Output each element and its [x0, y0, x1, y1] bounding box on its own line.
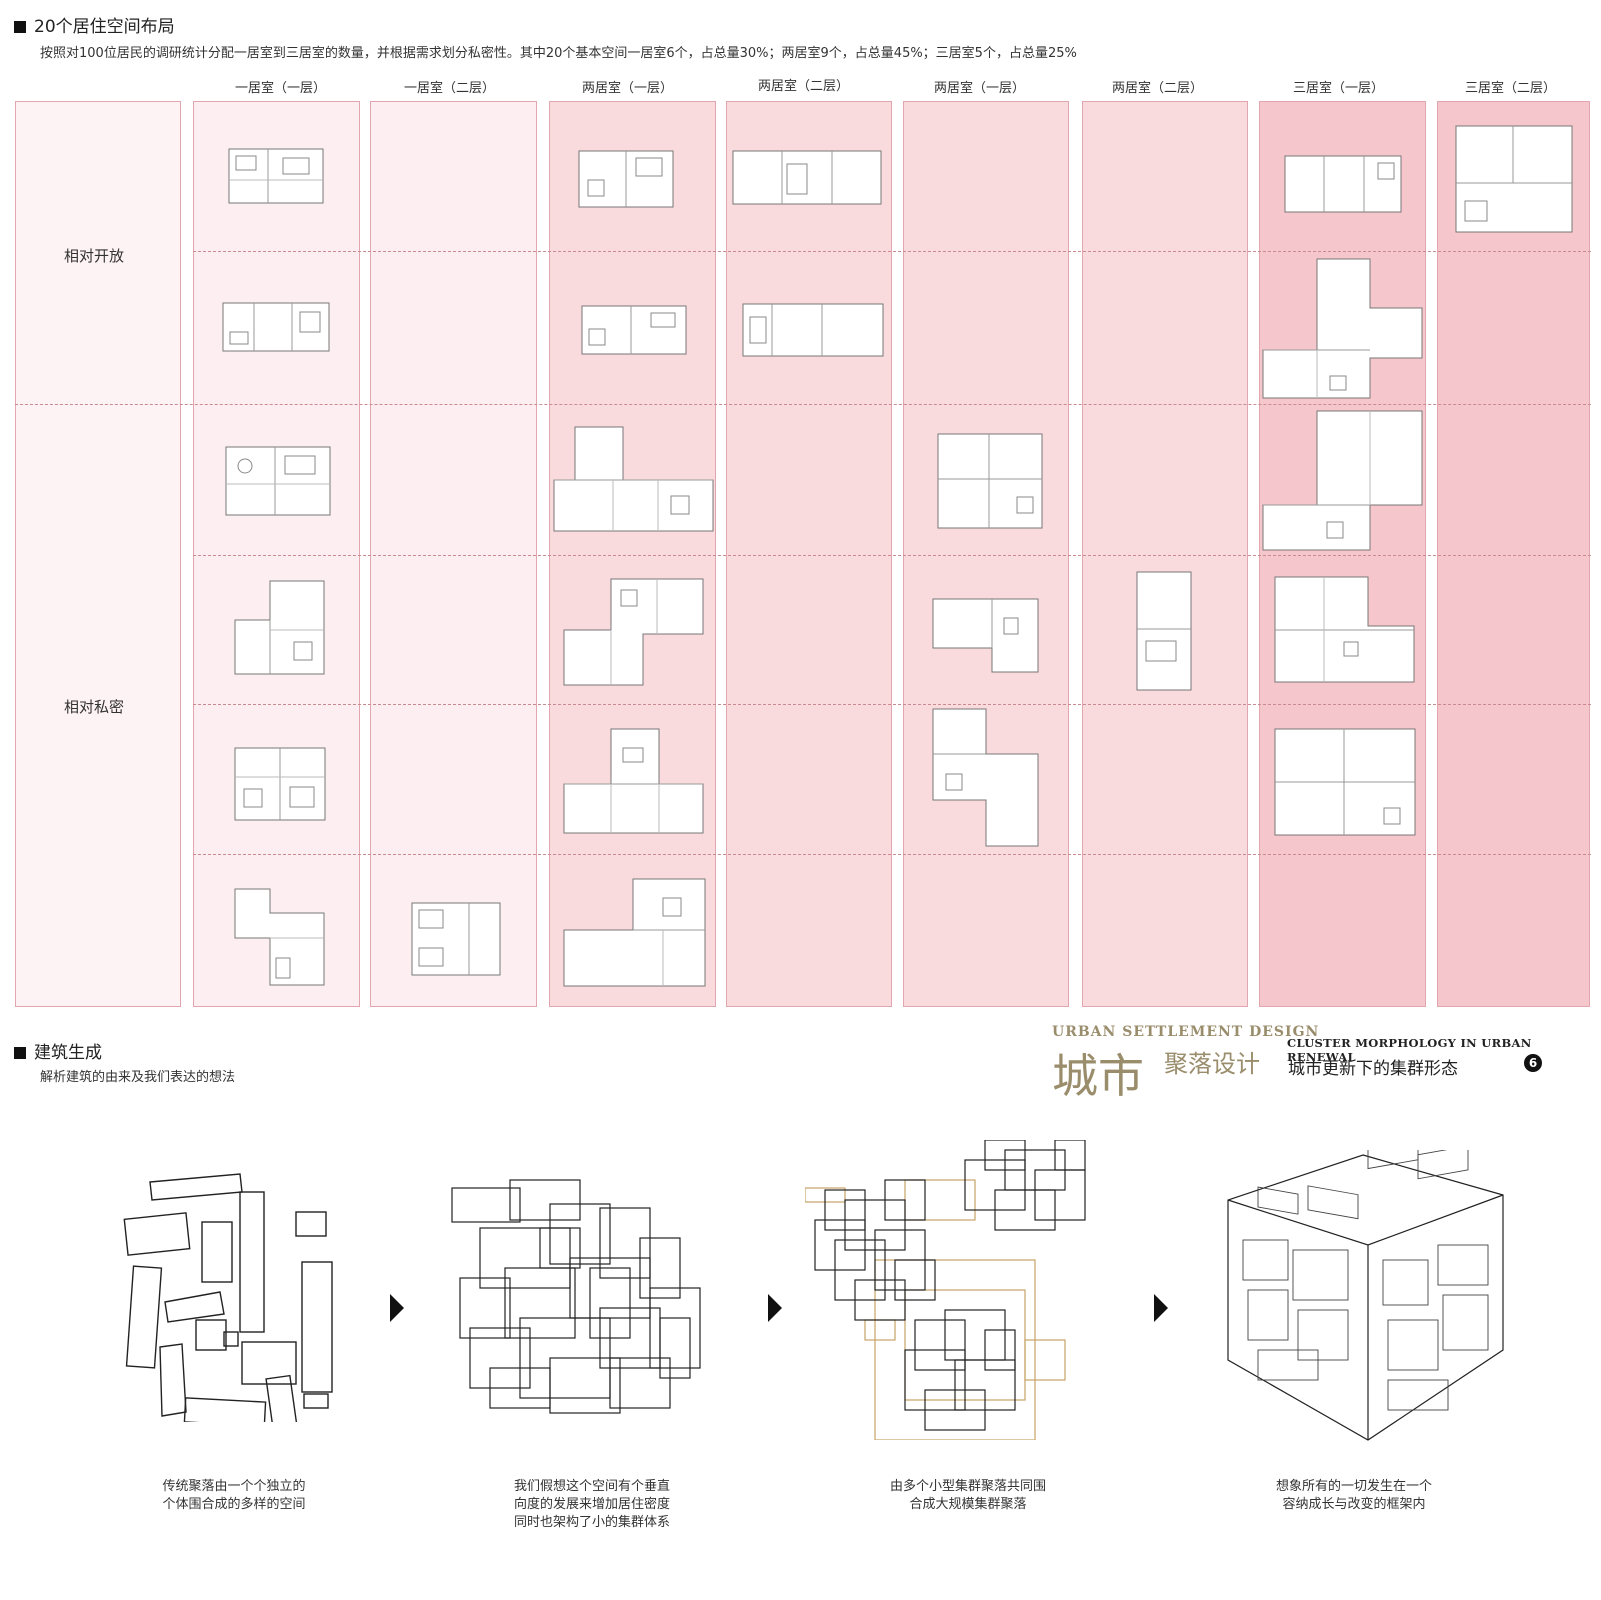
section1-title-text: 20个居住空间布局: [34, 17, 175, 37]
step-arrow-icon: [1154, 1294, 1168, 1322]
caption-line: 向度的发展来增加居住密度: [513, 1497, 670, 1512]
floor-plan: [553, 426, 714, 532]
step1-diagram: [123, 1173, 333, 1422]
column-header-2: 一居室（二层）: [403, 81, 495, 96]
caption-line: 想象所有的一切发生在一个: [1275, 1479, 1432, 1494]
floor-plan: [234, 747, 326, 821]
floor-plan: [563, 728, 704, 834]
square-bullet-icon: [14, 1047, 26, 1059]
section2-title: 建筑生成: [14, 1038, 102, 1063]
row-divider: [193, 251, 1591, 252]
column-3: [549, 101, 716, 1007]
floor-plan: [1284, 155, 1402, 213]
step1-caption: 传统聚落由一个个独立的 个体围合成的多样的空间: [114, 1478, 354, 1514]
floor-plan: [1136, 571, 1192, 691]
column-7: [1259, 101, 1426, 1007]
row-divider: [193, 704, 1591, 705]
caption-line: 由多个小型集群聚落共同围: [889, 1479, 1046, 1494]
floor-plan: [1274, 728, 1416, 836]
floor-plan: [222, 302, 330, 352]
brand-chinese-mid: 聚落设计: [1164, 1050, 1260, 1078]
floor-plan: [1262, 410, 1423, 551]
step2-diagram: [451, 1179, 701, 1414]
row-divider-main: [15, 404, 1591, 405]
column-header-4: 两居室（二层）: [757, 79, 849, 94]
step-arrow-icon: [768, 1294, 782, 1322]
column-1: [193, 101, 360, 1007]
floor-plan: [234, 580, 325, 675]
caption-line: 合成大规模集群聚落: [909, 1497, 1027, 1512]
floor-plan: [1455, 125, 1573, 233]
row-label-column: [15, 101, 181, 1007]
column-header-5: 两居室（一层）: [933, 81, 1025, 96]
section1-description: 按照对100位居民的调研统计分配一居室到三居室的数量，并根据需求划分私密性。其中…: [40, 46, 1077, 61]
caption-line: 个体围合成的多样的空间: [162, 1497, 306, 1512]
page-number-badge: 6: [1524, 1054, 1542, 1072]
brand-chinese-subtitle: 城市更新下的集群形态: [1288, 1059, 1458, 1079]
row-divider: [193, 854, 1591, 855]
column-6: [1082, 101, 1248, 1007]
step2-caption: 我们假想这个空间有个垂直 向度的发展来增加居住密度 同时也架构了小的集群体系: [472, 1478, 712, 1532]
step-arrow-icon: [390, 1294, 404, 1322]
floor-plan: [732, 150, 882, 205]
column-2: [370, 101, 537, 1007]
floor-plan: [581, 305, 687, 355]
floor-plan: [932, 598, 1039, 673]
section2-title-text: 建筑生成: [34, 1043, 102, 1063]
column-4: [726, 101, 892, 1007]
floor-plan: [225, 446, 331, 516]
column-5: [903, 101, 1069, 1007]
column-header-3: 两居室（一层）: [581, 81, 673, 96]
step3-diagram: [805, 1140, 1086, 1440]
floor-plan: [742, 303, 884, 357]
row-label-open: 相对开放: [64, 247, 125, 265]
step3-caption: 由多个小型集群聚落共同围 合成大规模集群聚落: [848, 1478, 1088, 1514]
column-header-7: 三居室（一层）: [1292, 81, 1384, 96]
floor-plan: [1274, 576, 1415, 683]
floor-plan: [578, 150, 674, 208]
caption-line: 我们假想这个空间有个垂直: [513, 1479, 670, 1494]
brand-english-subtitle: CLUSTER MORPHOLOGY IN URBAN RENEWAL: [1287, 1036, 1532, 1064]
floor-plan: [1262, 258, 1423, 399]
column-header-8: 三居室（二层）: [1464, 81, 1556, 96]
floor-plan: [563, 578, 704, 686]
caption-line: 同时也架构了小的集群体系: [513, 1515, 670, 1530]
floor-plan: [228, 148, 324, 204]
caption-line: 容纳成长与改变的框架内: [1282, 1497, 1426, 1512]
column-header-6: 两居室（二层）: [1111, 81, 1203, 96]
column-header-1: 一居室（一层）: [234, 81, 326, 96]
column-8: [1437, 101, 1590, 1007]
step4-diagram: [1227, 1150, 1504, 1441]
floor-plan: [234, 888, 325, 986]
row-label-private: 相对私密: [64, 698, 125, 716]
floor-plan: [932, 708, 1039, 847]
step4-caption: 想象所有的一切发生在一个 容纳成长与改变的框架内: [1234, 1478, 1474, 1514]
brand-english-title: URBAN SETTLEMENT DESIGN: [1052, 1024, 1320, 1040]
row-divider: [193, 555, 1591, 556]
square-bullet-icon: [14, 21, 26, 33]
section1-title: 20个居住空间布局: [14, 12, 175, 37]
brand-chinese-big: 城市: [1052, 1049, 1144, 1103]
section2-description: 解析建筑的由来及我们表达的想法: [40, 1070, 236, 1085]
floor-plan: [563, 878, 706, 987]
caption-line: 传统聚落由一个个独立的: [162, 1479, 306, 1494]
floor-plan: [937, 433, 1043, 529]
floor-plan: [411, 902, 501, 976]
